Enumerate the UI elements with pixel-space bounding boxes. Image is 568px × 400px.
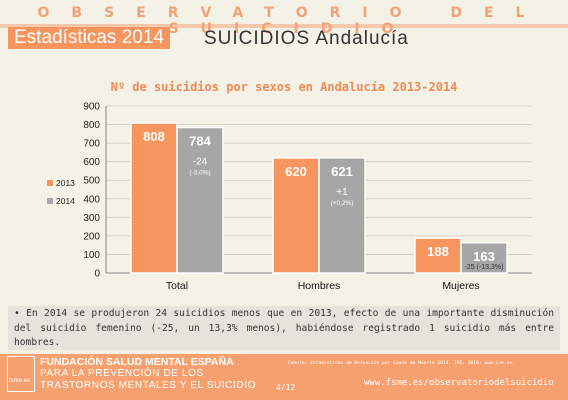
stats-badge: Estadísticas 2014 — [8, 27, 170, 49]
footer-source: Fuente: Estadísticas de Defunción por Ca… — [288, 361, 515, 366]
y-tick-label: 400 — [83, 194, 100, 205]
header-divider — [0, 24, 568, 28]
note-text: En 2014 se produjeron 24 suicidios menos… — [14, 308, 554, 348]
data-label: 621 — [331, 164, 353, 179]
data-label: 620 — [285, 164, 307, 179]
header: OBSERVATORIO DEL SUICIDIO Estadísticas 2… — [0, 0, 568, 54]
legend-label-2013: 2013 — [56, 178, 75, 188]
logo-text: fsme.es — [9, 378, 31, 384]
change-label: +1 — [336, 187, 348, 198]
y-tick-label: 100 — [83, 250, 100, 261]
y-tick-label: 0 — [94, 269, 100, 280]
bar-2014-total — [176, 126, 224, 274]
footer — [0, 354, 568, 400]
bar-2014-hombres — [318, 157, 366, 274]
bar-2013-hombres — [272, 157, 320, 274]
data-label: 784 — [189, 134, 211, 149]
x-tick-label: Total — [166, 280, 188, 292]
y-tick-label: 700 — [83, 139, 100, 150]
bar-2013-total — [130, 122, 178, 274]
summary-note: • En 2014 se produjeron 24 suicidios men… — [8, 306, 560, 350]
note-bullet: • — [14, 308, 20, 319]
y-tick-label: 900 — [83, 102, 100, 113]
legend-swatch-2013 — [47, 180, 53, 186]
data-label: 188 — [427, 244, 449, 259]
y-tick-label: 800 — [83, 120, 100, 131]
footer-tagline-1: PARA LA PREVENCIÓN DE LOS — [40, 368, 204, 379]
data-label: 163 — [473, 249, 495, 264]
y-tick-label: 600 — [83, 157, 100, 168]
footer-organization: FUNDACIÓN SALUD MENTAL ESPAÑA — [40, 356, 234, 368]
legend-label-2014: 2014 — [56, 196, 75, 206]
y-tick-label: 300 — [83, 213, 100, 224]
x-tick-label: Mujeres — [442, 280, 479, 292]
bar-2014-mujeres — [460, 242, 508, 274]
page-number: 4/12 — [276, 383, 296, 392]
footer-tagline-2: TRASTORNOS MENTALES Y EL SUICIDIO — [40, 380, 256, 391]
bar-chart: 0 100 200 300 400 500 600 700 800 900 808 784 -24 (-3… — [47, 102, 532, 292]
x-tick-label: Hombres — [298, 280, 341, 292]
change-label: -25 (-13,3%) — [465, 264, 504, 271]
foundation-logo — [7, 356, 35, 392]
bar-2013-mujeres — [414, 237, 462, 274]
y-tick-label: 200 — [83, 231, 100, 242]
legend-swatch-2014 — [47, 198, 53, 204]
chart-title: Nº de suicidios por sexos en Andalucía 2… — [110, 80, 458, 94]
change-percent-label: (-3,0%) — [189, 170, 210, 177]
change-label: -24 — [193, 157, 208, 168]
footer-url[interactable]: www.fsme.es/observatoriodelsuicidio — [364, 378, 554, 388]
data-label: 808 — [143, 129, 165, 144]
page-subtitle: SUICIDIOS Andalucía — [204, 28, 409, 49]
change-percent-label: (+0,2%) — [331, 200, 354, 207]
y-tick-label: 500 — [83, 176, 100, 187]
